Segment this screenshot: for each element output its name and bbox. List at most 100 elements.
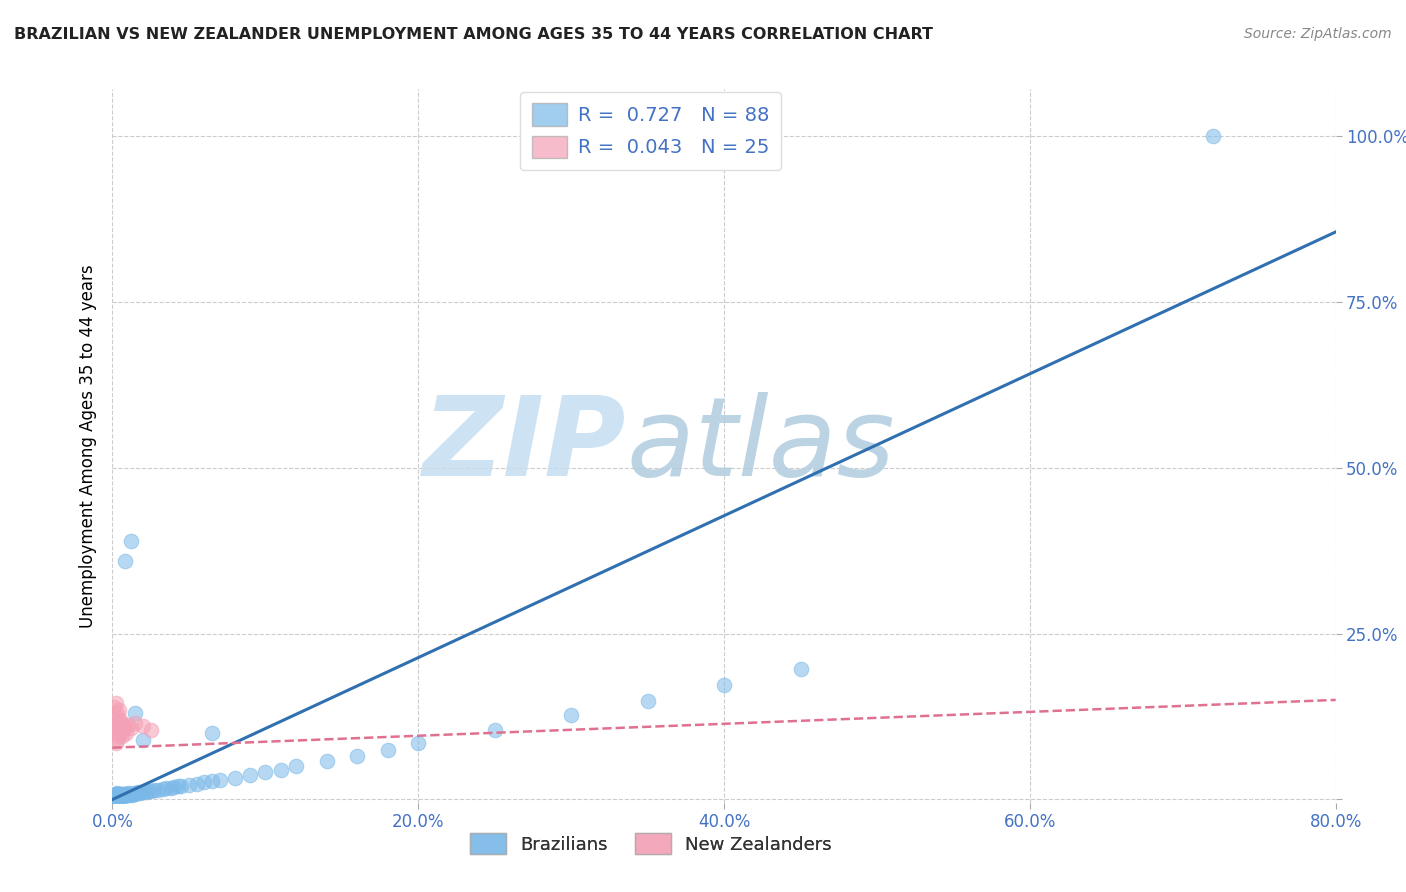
Point	[104, 787, 127, 801]
Point	[201, 726, 224, 740]
Point	[148, 782, 170, 797]
Point	[105, 719, 128, 733]
Point	[142, 783, 165, 797]
Point	[315, 754, 337, 768]
Point	[120, 533, 142, 548]
Point	[104, 790, 127, 805]
Point	[136, 784, 159, 798]
Legend: Brazilians, New Zealanders: Brazilians, New Zealanders	[463, 826, 839, 862]
Text: BRAZILIAN VS NEW ZEALANDER UNEMPLOYMENT AMONG AGES 35 TO 44 YEARS CORRELATION CH: BRAZILIAN VS NEW ZEALANDER UNEMPLOYMENT …	[14, 27, 934, 42]
Point	[105, 789, 128, 804]
Point	[139, 723, 162, 737]
Point	[105, 786, 128, 800]
Point	[104, 787, 127, 801]
Point	[104, 788, 127, 802]
Point	[377, 742, 399, 756]
Point	[105, 788, 128, 802]
Point	[167, 779, 190, 793]
Point	[107, 787, 129, 801]
Text: Source: ZipAtlas.com: Source: ZipAtlas.com	[1244, 27, 1392, 41]
Point	[115, 788, 138, 802]
Point	[131, 784, 153, 798]
Point	[270, 763, 292, 777]
Point	[107, 716, 129, 731]
Point	[107, 789, 129, 804]
Point	[484, 723, 506, 737]
Point	[118, 788, 141, 802]
Point	[125, 786, 148, 800]
Point	[104, 696, 127, 710]
Point	[108, 789, 131, 804]
Point	[104, 789, 127, 803]
Text: ZIP: ZIP	[423, 392, 626, 500]
Point	[105, 789, 128, 803]
Point	[108, 787, 131, 801]
Point	[120, 787, 142, 801]
Point	[193, 775, 215, 789]
Point	[152, 781, 174, 796]
Point	[208, 772, 231, 787]
Point	[118, 787, 141, 801]
Point	[124, 716, 146, 731]
Point	[114, 787, 136, 801]
Point	[104, 736, 127, 750]
Point	[239, 768, 262, 782]
Point	[105, 787, 128, 801]
Point	[104, 723, 127, 737]
Point	[115, 787, 138, 801]
Point	[112, 787, 135, 801]
Point	[108, 789, 131, 804]
Point	[112, 788, 135, 802]
Point	[107, 788, 129, 802]
Point	[105, 706, 128, 721]
Point	[159, 780, 181, 795]
Point	[103, 726, 125, 740]
Point	[105, 790, 128, 805]
Point	[103, 699, 125, 714]
Point	[408, 736, 430, 750]
Point	[112, 723, 135, 737]
Point	[112, 789, 135, 804]
Point	[111, 730, 134, 744]
Point	[107, 730, 129, 744]
Point	[104, 789, 127, 803]
Point	[139, 784, 162, 798]
Point	[124, 787, 146, 801]
Point	[107, 789, 129, 803]
Point	[115, 726, 138, 740]
Point	[170, 779, 193, 793]
Point	[108, 788, 131, 802]
Point	[111, 789, 134, 803]
Point	[107, 789, 129, 804]
Point	[284, 759, 308, 773]
Point	[121, 787, 143, 801]
Point	[104, 789, 127, 804]
Point	[713, 678, 735, 692]
Point	[177, 778, 200, 792]
Point	[114, 719, 136, 733]
Point	[120, 721, 142, 735]
Point	[108, 713, 131, 727]
Point	[122, 786, 145, 800]
Point	[637, 693, 659, 707]
Point	[201, 773, 224, 788]
Point	[135, 784, 157, 798]
Point	[117, 787, 139, 801]
Point	[129, 786, 152, 800]
Point	[114, 789, 136, 803]
Point	[111, 716, 134, 731]
Point	[254, 765, 277, 780]
Text: atlas: atlas	[626, 392, 894, 500]
Point	[103, 713, 125, 727]
Point	[789, 662, 811, 676]
Point	[124, 706, 146, 721]
Point	[111, 789, 134, 804]
Point	[103, 789, 125, 804]
Point	[132, 732, 155, 747]
Point	[103, 788, 125, 802]
Point	[111, 787, 134, 801]
Point	[105, 732, 128, 747]
Point	[105, 789, 128, 804]
Point	[103, 789, 125, 804]
Point	[114, 553, 136, 567]
